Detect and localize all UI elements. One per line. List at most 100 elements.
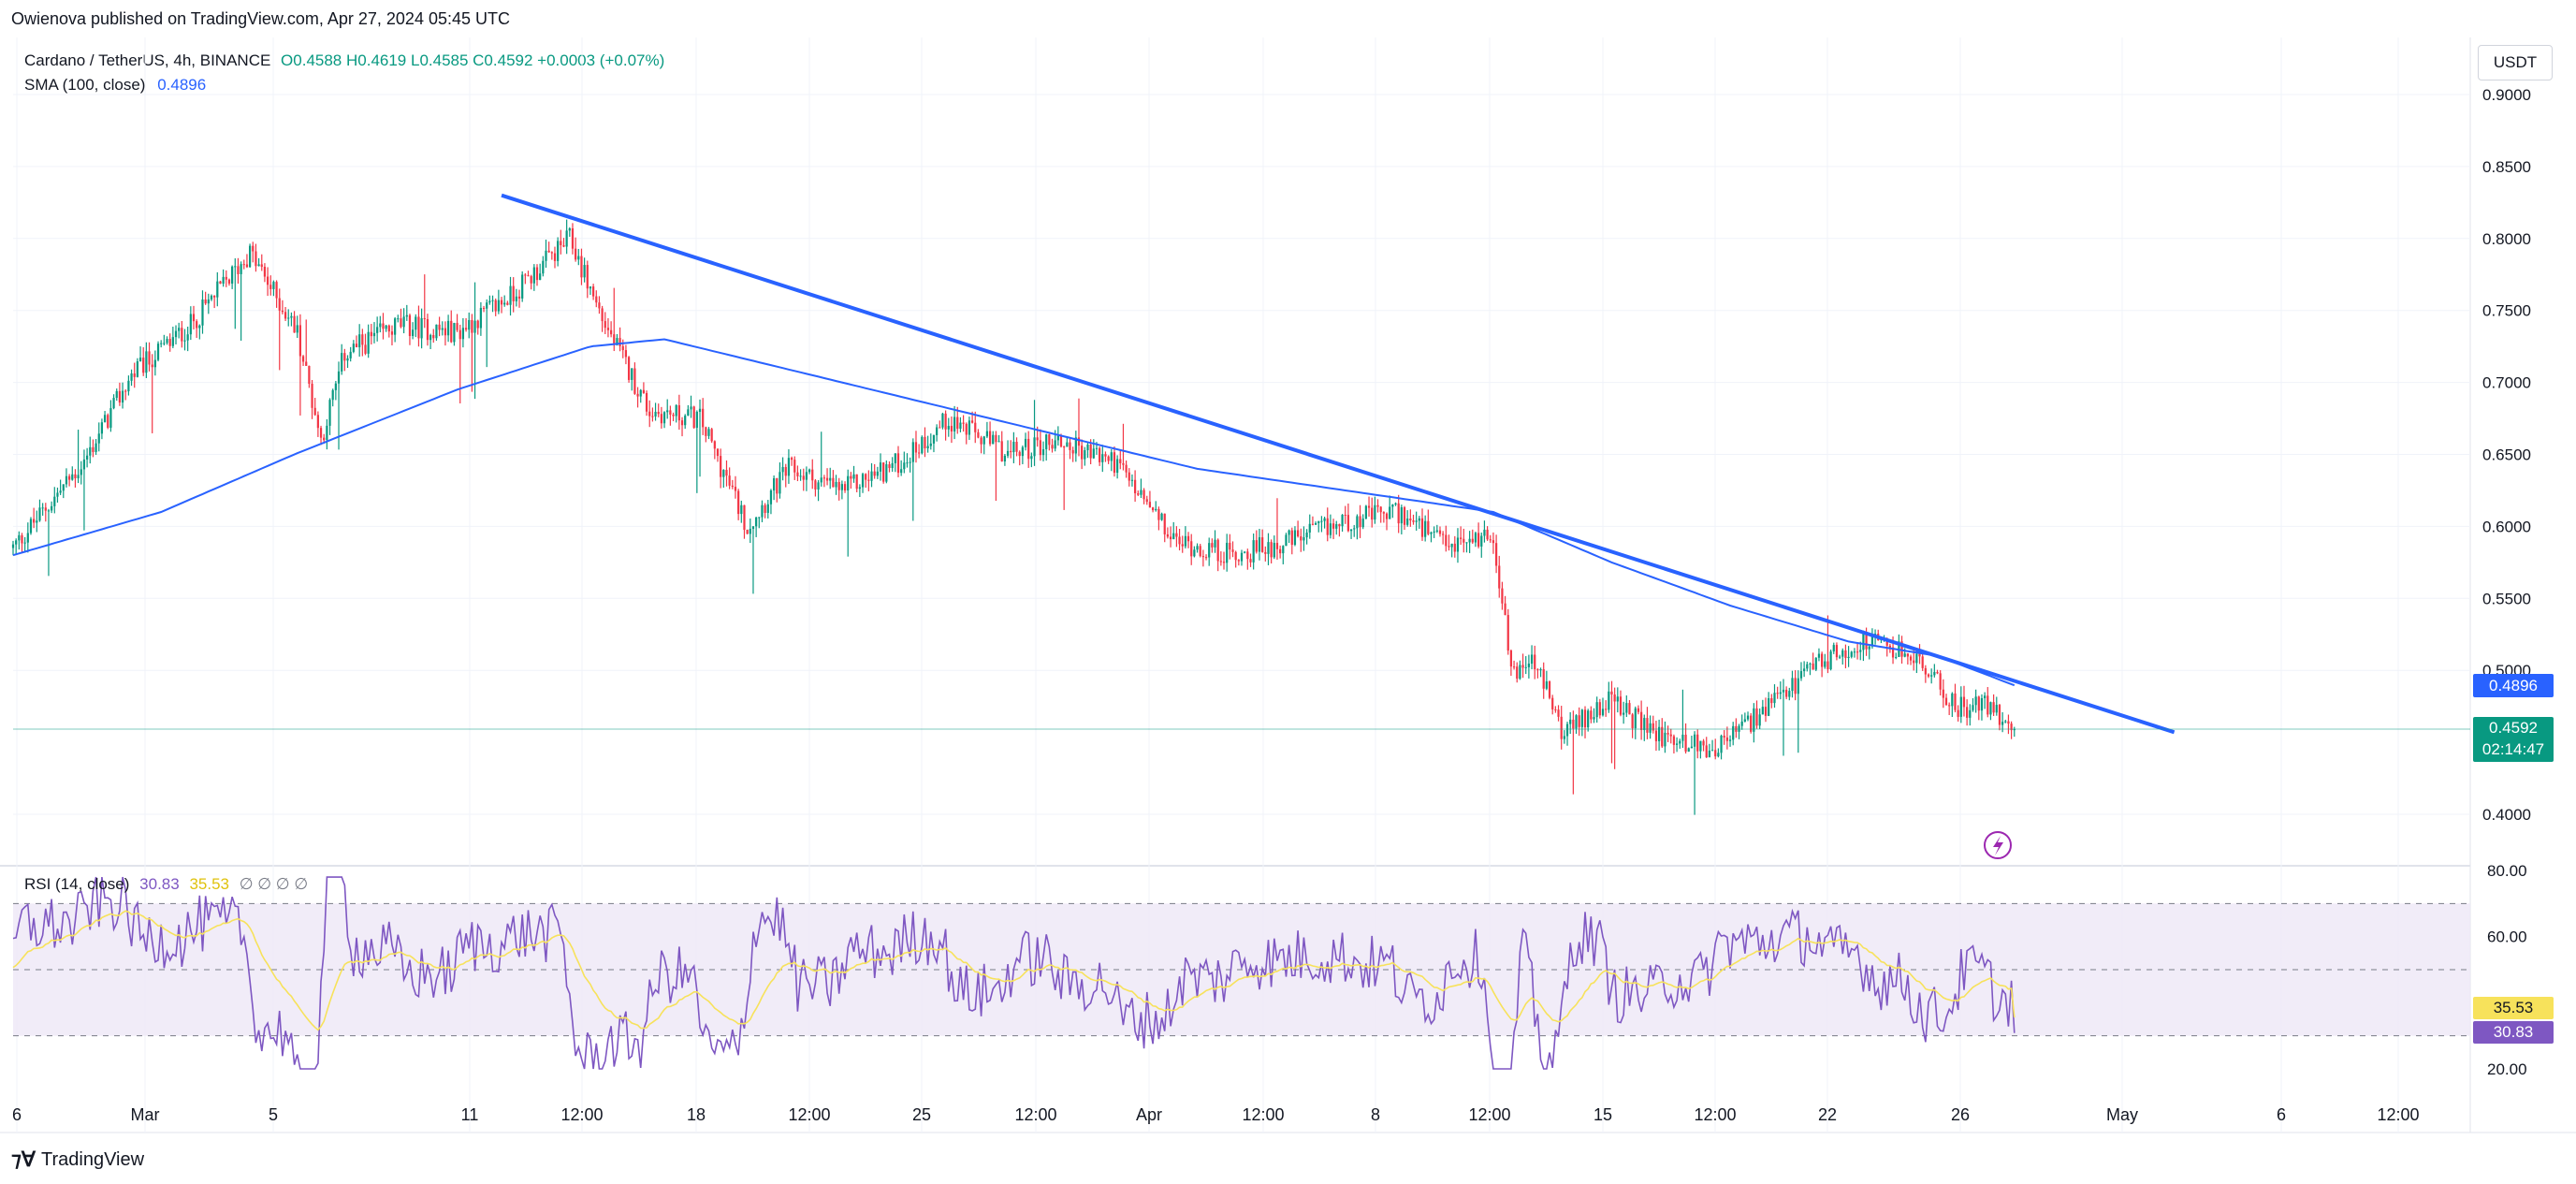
candle bbox=[1732, 722, 1735, 746]
candle bbox=[702, 398, 705, 435]
candle bbox=[1137, 490, 1140, 497]
candle bbox=[1155, 501, 1157, 512]
tradingview-logo[interactable]: ⁊∀ TradingView bbox=[11, 1147, 144, 1172]
currency-selector[interactable]: USDT bbox=[2478, 45, 2553, 80]
candle bbox=[604, 312, 606, 335]
candle bbox=[1847, 646, 1850, 667]
candle bbox=[1190, 534, 1193, 565]
candle bbox=[1829, 650, 1832, 671]
sma-indicator-label[interactable]: SMA (100, close) bbox=[24, 76, 146, 94]
candle bbox=[1489, 534, 1492, 543]
candle bbox=[255, 243, 257, 272]
candle bbox=[580, 248, 583, 285]
candle bbox=[1275, 498, 1279, 560]
candle bbox=[1463, 528, 1465, 553]
candle bbox=[1984, 692, 1987, 709]
candle bbox=[539, 263, 542, 281]
candle bbox=[1669, 728, 1672, 744]
candle bbox=[1788, 687, 1791, 701]
candle bbox=[1616, 687, 1619, 713]
candle bbox=[41, 503, 44, 516]
candle bbox=[408, 314, 412, 345]
candle bbox=[1672, 734, 1676, 754]
time-tick-label: 12:00 bbox=[2377, 1105, 2419, 1124]
candle bbox=[953, 405, 956, 440]
candle bbox=[1539, 667, 1542, 678]
candle bbox=[174, 325, 178, 344]
candle bbox=[204, 291, 207, 305]
candle bbox=[1521, 653, 1524, 679]
candle bbox=[1723, 730, 1725, 745]
candle bbox=[1133, 470, 1137, 503]
candle bbox=[400, 308, 402, 329]
rsi-label[interactable]: RSI (14, close) bbox=[24, 875, 130, 893]
candle bbox=[1445, 525, 1448, 552]
candle bbox=[1895, 652, 1898, 660]
trend-line[interactable] bbox=[501, 193, 2176, 735]
candle bbox=[1116, 455, 1119, 479]
time-tick-label: 22 bbox=[1818, 1105, 1837, 1124]
candle bbox=[790, 456, 793, 466]
candle bbox=[1625, 694, 1628, 718]
candle bbox=[284, 307, 287, 321]
candle bbox=[636, 387, 639, 408]
candle bbox=[1288, 529, 1290, 544]
candle bbox=[645, 390, 648, 417]
candle bbox=[1163, 513, 1166, 543]
candle bbox=[1244, 551, 1246, 554]
price-tick-label: 0.5500 bbox=[2482, 590, 2531, 607]
candle bbox=[1725, 726, 1728, 750]
candle bbox=[1157, 506, 1160, 531]
candle bbox=[153, 350, 156, 376]
candle bbox=[550, 251, 553, 260]
candle bbox=[870, 462, 873, 488]
candle bbox=[316, 411, 319, 437]
candle bbox=[1361, 514, 1364, 530]
candle bbox=[1906, 652, 1909, 665]
candle bbox=[918, 444, 921, 459]
candle bbox=[68, 474, 71, 487]
candle bbox=[311, 380, 313, 419]
candle bbox=[530, 274, 532, 290]
candle bbox=[1605, 700, 1608, 717]
symbol-title[interactable]: Cardano / TetherUS, 4h, BINANCE bbox=[24, 51, 271, 69]
candle bbox=[737, 489, 740, 520]
candle bbox=[358, 324, 361, 358]
candle bbox=[1285, 533, 1288, 547]
candle bbox=[1211, 538, 1214, 553]
candle bbox=[725, 460, 728, 487]
candle bbox=[1045, 433, 1048, 461]
time-tick-label: 5 bbox=[269, 1105, 278, 1124]
candle bbox=[1246, 548, 1249, 570]
candle bbox=[71, 466, 74, 481]
candle bbox=[1349, 529, 1353, 539]
candle bbox=[364, 333, 367, 356]
candle bbox=[631, 368, 633, 391]
candle bbox=[746, 529, 749, 534]
candle bbox=[1477, 522, 1480, 548]
candle bbox=[349, 346, 352, 362]
candle bbox=[1151, 506, 1155, 513]
candle bbox=[589, 285, 592, 296]
candle bbox=[402, 308, 405, 334]
candle bbox=[1619, 690, 1623, 717]
candle bbox=[835, 475, 837, 495]
rsi-line bbox=[12, 876, 2016, 1070]
candle bbox=[1063, 446, 1066, 510]
sma-line[interactable] bbox=[12, 338, 2016, 687]
candle bbox=[1201, 549, 1204, 567]
candle bbox=[370, 324, 372, 345]
candle bbox=[906, 453, 909, 468]
candle bbox=[575, 237, 577, 262]
candle bbox=[1140, 478, 1142, 499]
candle bbox=[654, 402, 657, 421]
candle bbox=[1930, 668, 1933, 684]
candle bbox=[1921, 650, 1924, 671]
candle bbox=[337, 361, 341, 450]
candle bbox=[18, 531, 21, 550]
candle bbox=[426, 314, 429, 346]
candle bbox=[1652, 715, 1654, 734]
candle bbox=[980, 435, 982, 454]
candle bbox=[1590, 706, 1593, 724]
